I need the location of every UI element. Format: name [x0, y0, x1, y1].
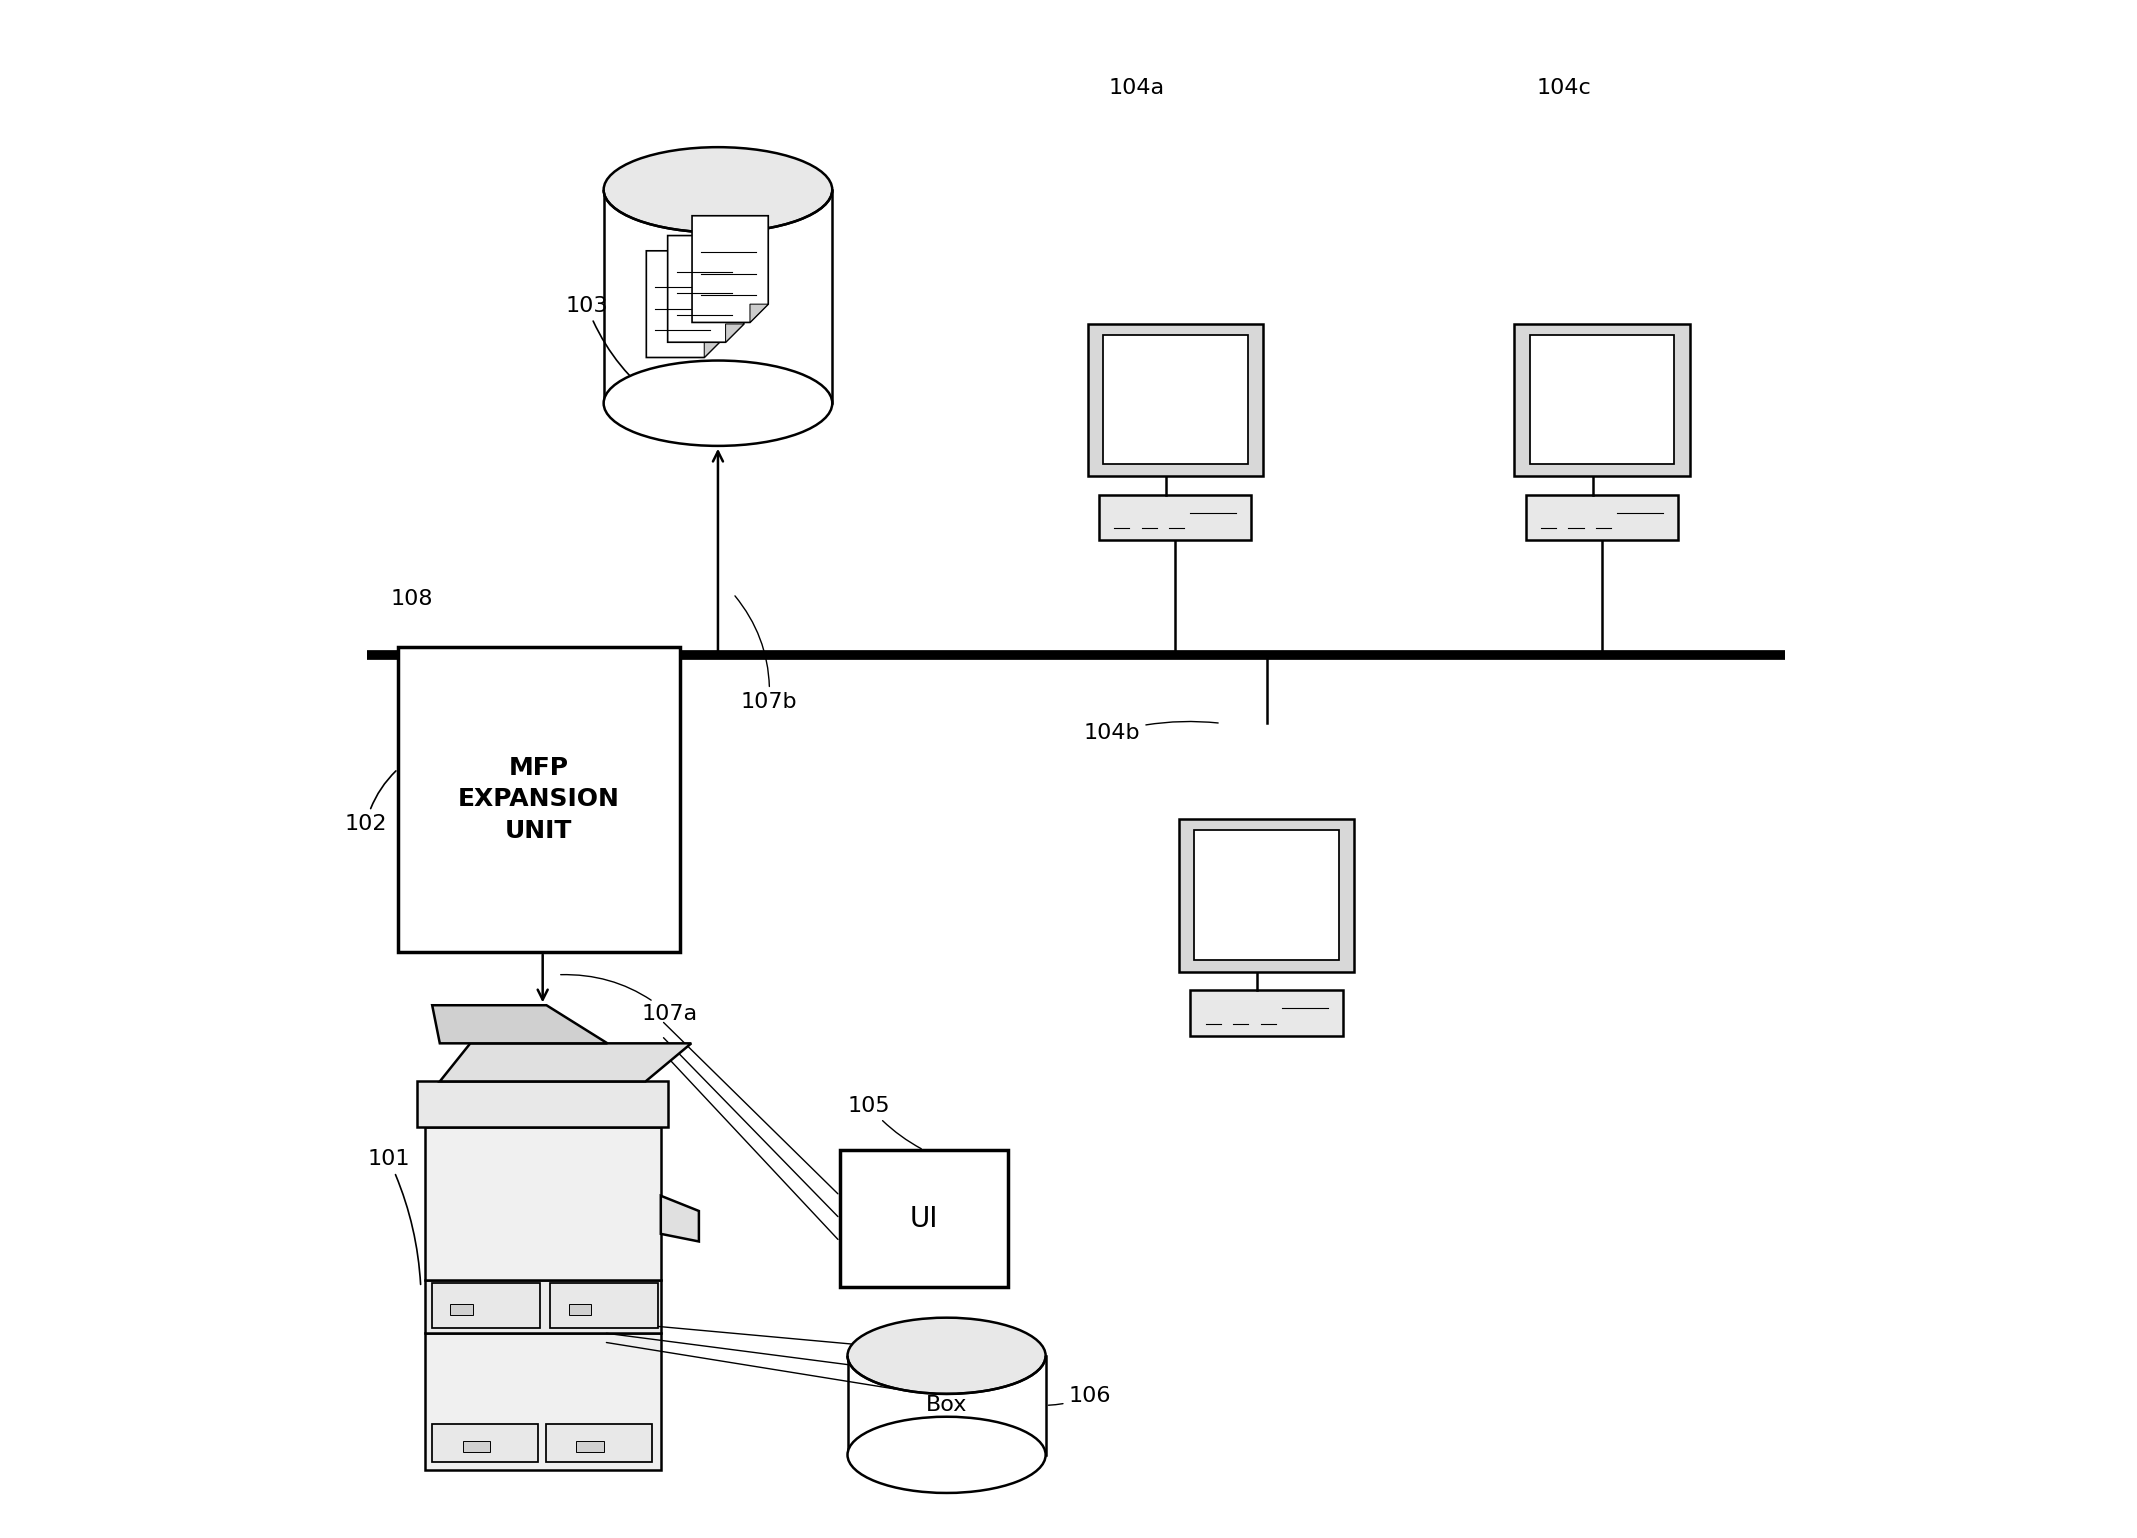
Text: 103: 103	[566, 295, 658, 401]
FancyBboxPatch shape	[425, 1127, 660, 1280]
FancyBboxPatch shape	[577, 1441, 603, 1452]
FancyBboxPatch shape	[432, 1283, 541, 1329]
Polygon shape	[440, 1043, 690, 1081]
Polygon shape	[692, 215, 767, 323]
Ellipse shape	[848, 1318, 1045, 1393]
FancyBboxPatch shape	[464, 1441, 489, 1452]
Polygon shape	[603, 189, 831, 403]
Polygon shape	[432, 1006, 607, 1043]
Text: 101: 101	[368, 1149, 421, 1284]
Polygon shape	[660, 1195, 699, 1241]
FancyBboxPatch shape	[1103, 335, 1248, 464]
Polygon shape	[667, 235, 744, 343]
FancyBboxPatch shape	[1180, 820, 1355, 972]
Text: MFP
EXPANSION
UNIT: MFP EXPANSION UNIT	[457, 755, 620, 843]
Ellipse shape	[603, 360, 831, 446]
FancyBboxPatch shape	[545, 1424, 652, 1463]
Polygon shape	[848, 1357, 1045, 1455]
Polygon shape	[750, 305, 767, 323]
FancyBboxPatch shape	[425, 1333, 660, 1470]
FancyBboxPatch shape	[1088, 325, 1263, 477]
Text: 107a: 107a	[560, 975, 699, 1024]
Text: 105: 105	[848, 1097, 921, 1149]
FancyBboxPatch shape	[1515, 325, 1690, 477]
Text: UI: UI	[910, 1204, 938, 1232]
FancyBboxPatch shape	[1190, 990, 1342, 1035]
Polygon shape	[727, 325, 744, 343]
Text: 107b: 107b	[735, 595, 797, 712]
FancyBboxPatch shape	[425, 1280, 660, 1333]
FancyBboxPatch shape	[1195, 831, 1340, 960]
Text: 108: 108	[391, 589, 434, 609]
Polygon shape	[705, 340, 722, 357]
FancyBboxPatch shape	[397, 647, 680, 952]
Text: 104a: 104a	[1109, 78, 1165, 98]
FancyBboxPatch shape	[551, 1283, 658, 1329]
FancyBboxPatch shape	[451, 1304, 472, 1315]
FancyBboxPatch shape	[840, 1150, 1007, 1287]
Text: Box: Box	[925, 1395, 968, 1415]
FancyBboxPatch shape	[1530, 335, 1673, 464]
Polygon shape	[645, 251, 722, 357]
Text: 106: 106	[1049, 1386, 1111, 1406]
FancyBboxPatch shape	[568, 1304, 592, 1315]
FancyBboxPatch shape	[417, 1081, 669, 1127]
Ellipse shape	[603, 148, 831, 232]
Ellipse shape	[848, 1416, 1045, 1493]
Text: 102: 102	[344, 771, 395, 834]
Text: 104c: 104c	[1537, 78, 1592, 98]
FancyBboxPatch shape	[1526, 495, 1678, 540]
FancyBboxPatch shape	[1098, 495, 1252, 540]
Text: 104b: 104b	[1083, 721, 1218, 743]
FancyBboxPatch shape	[432, 1424, 539, 1463]
